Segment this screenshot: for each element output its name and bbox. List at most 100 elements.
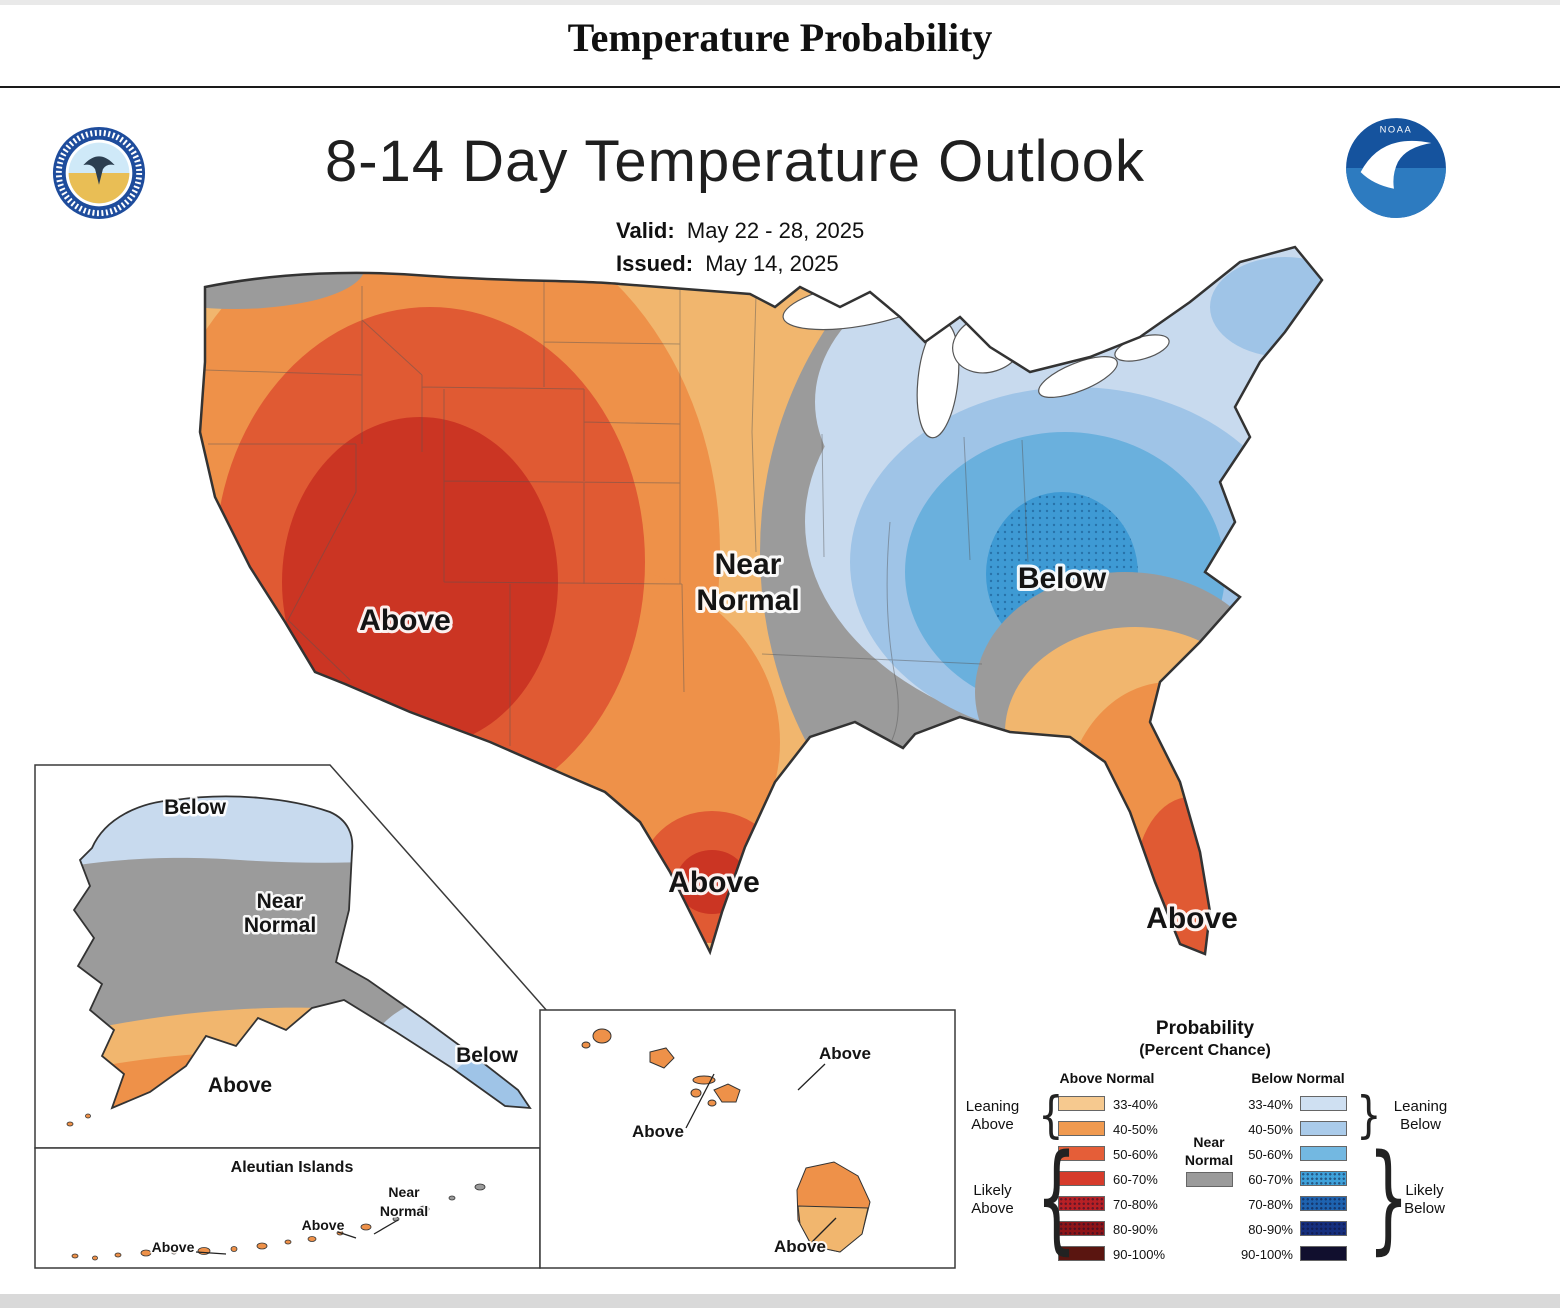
brace-leaning-below: } (1356, 1086, 1382, 1144)
seal-text-ring (55, 129, 143, 217)
probability-legend: Probability (Percent Chance) Above Norma… (955, 1012, 1560, 1308)
legend-below-swatch-0 (1300, 1096, 1347, 1111)
island-hawaii-big-south (797, 1205, 869, 1253)
legend-above-label-5: 80-90% (1113, 1222, 1158, 1237)
legend-above-header: Above Normal (1059, 1070, 1155, 1086)
legend-near-normal-line2: Normal (1184, 1152, 1234, 1168)
inset-maps: Below Near Normal Above Below (34, 764, 956, 1269)
alaska-label-above-south: Above (208, 1074, 272, 1097)
island-kahoolawe (707, 1099, 717, 1107)
noaa-logo: NOAA (1346, 118, 1446, 218)
legend-likely-below-text: Likely Below (1404, 1182, 1445, 1217)
near-normal-northwest-band (200, 247, 365, 309)
legend-above-swatch-6 (1058, 1246, 1105, 1261)
map-label-near-normal-line2: Normal (696, 584, 799, 617)
legend-below-label-4: 70-80% (1248, 1197, 1293, 1212)
bottom-edge-strip (0, 1294, 1560, 1308)
island-maui (713, 1083, 741, 1103)
legend-below-swatch-4 (1300, 1196, 1347, 1211)
issued-line: Issued: May 14, 2025 (616, 247, 864, 280)
island-niihau (581, 1041, 591, 1049)
florida-above-50-60-core (1135, 797, 1245, 954)
aleutian-label-above-mid: Above (302, 1217, 345, 1233)
legend-above-swatch-1 (1058, 1121, 1105, 1136)
legend-near-normal-line1: Near (1193, 1134, 1225, 1150)
legend-below-label-2: 50-60% (1248, 1147, 1293, 1162)
brace-likely-below: } (1367, 1128, 1410, 1266)
top-edge-strip (0, 0, 1560, 5)
aleutian-label-above-west: Above (152, 1239, 195, 1255)
seal-shield-gold (68, 173, 130, 204)
legend-above-label-1: 40-50% (1113, 1122, 1158, 1137)
aleutian-title: Aleutian Islands (231, 1159, 354, 1176)
legend-below-label-3: 60-70% (1248, 1172, 1293, 1187)
alaska-outline (72, 795, 532, 1110)
alaska-label-below-north: Below (164, 796, 227, 819)
island-kauai (592, 1028, 612, 1044)
outlook-title: 8-14 Day Temperature Outlook (324, 129, 1145, 194)
valid-label: Valid: (616, 218, 675, 243)
hawaii-label-above-west: Above (632, 1122, 684, 1141)
legend-leaning-below-text: Leaning Below (1393, 1098, 1448, 1133)
state-borders (204, 282, 1029, 746)
page-title: Temperature Probability (567, 15, 993, 60)
legend-above-swatch-4 (1058, 1196, 1105, 1211)
map-label-near-normal-line1: Near (715, 548, 782, 581)
dept-of-commerce-seal-logo (52, 126, 146, 220)
noaa-logo-text: NOAA (1380, 125, 1413, 135)
alaska-label-near-line2: Normal (244, 914, 316, 937)
hawaii-pointer-lines (685, 1063, 837, 1243)
alaska-label-near-line1: Near (257, 890, 304, 913)
legend-above-swatch-5 (1058, 1221, 1105, 1236)
map-label-above-west: Above (359, 604, 451, 637)
island-lanai (690, 1088, 702, 1098)
map-label-above-texas: Above (668, 866, 760, 899)
legend-below-label-1: 40-50% (1248, 1122, 1293, 1137)
hawaii-inset-frame (539, 1009, 956, 1269)
legend-above-label-2: 50-60% (1113, 1147, 1158, 1162)
noaa-seagull-icon (1360, 140, 1432, 189)
legend-below-swatch-2 (1300, 1146, 1347, 1161)
hawaiian-islands (581, 1028, 871, 1253)
aleutian-label-near-line1: Near (388, 1184, 420, 1200)
map-label-above-florida: Above (1146, 902, 1238, 935)
legend-title: Probability (1155, 1018, 1255, 1039)
issued-value: May 14, 2025 (705, 251, 839, 276)
alaska-label-below-southeast: Below (456, 1044, 519, 1067)
legend-above-label-0: 33-40% (1113, 1097, 1158, 1112)
legend-above-swatch-3 (1058, 1171, 1105, 1186)
hawaii-label-above-south: Above (774, 1237, 826, 1256)
aleutian-label-near-line2: Normal (380, 1203, 428, 1219)
legend-above-label-4: 70-80% (1113, 1197, 1158, 1212)
us-temperature-outlook-map: Above Near Normal Below Above Above (198, 245, 1324, 956)
us-outline (198, 245, 1324, 956)
map-label-below-east: Below (1018, 562, 1107, 595)
noaa-sea (1346, 168, 1446, 218)
valid-value: May 22 - 28, 2025 (686, 218, 865, 243)
legend-above-label-6: 90-100% (1113, 1247, 1166, 1262)
aleutian-pointer-lines (195, 1219, 399, 1255)
legend-below-swatch-1 (1300, 1121, 1347, 1136)
island-oahu (649, 1047, 675, 1069)
brace-likely-above: { (1035, 1128, 1078, 1266)
legend-above-swatch-2 (1058, 1146, 1105, 1161)
legend-below-swatch-3 (1300, 1171, 1347, 1186)
legend-likely-above-text: Likely Above (971, 1182, 1014, 1217)
hawaii-label-above-north: Above (819, 1044, 871, 1063)
title-divider-rule (0, 86, 1560, 88)
above-60-70-core (282, 417, 558, 747)
legend-leaning-above-text: Leaning Above (965, 1098, 1020, 1133)
legend-above-label-3: 60-70% (1113, 1172, 1158, 1187)
legend-below-swatch-5 (1300, 1221, 1347, 1236)
lake-erie (1038, 356, 1118, 398)
brace-leaning-above: { (1038, 1086, 1064, 1144)
legend-above-swatch-0 (1058, 1096, 1105, 1111)
issued-label: Issued: (616, 251, 694, 276)
legend-below-swatch-6 (1300, 1246, 1347, 1261)
legend-below-header: Below Normal (1251, 1070, 1345, 1086)
seal-eagle-icon (83, 156, 115, 185)
legend-below-label-0: 33-40% (1248, 1097, 1293, 1112)
legend-below-label-5: 80-90% (1248, 1222, 1293, 1237)
valid-line: Valid: May 22 - 28, 2025 (616, 214, 864, 247)
